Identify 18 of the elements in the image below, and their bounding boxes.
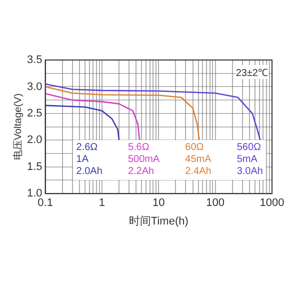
series-label: 560Ω 5mA 3.0Ah bbox=[236, 142, 263, 178]
x-tick-label: 100 bbox=[206, 197, 225, 210]
x-tick-label: 1000 bbox=[260, 197, 284, 210]
x-tick-label: 0.1 bbox=[38, 197, 53, 210]
y-tick-label: 1.5 bbox=[26, 160, 42, 173]
x-tick-label: 10 bbox=[152, 197, 165, 210]
annotation: 23±2℃ bbox=[236, 65, 268, 79]
y-axis-title: 电压Voltage(V) bbox=[12, 93, 24, 160]
series-label: 5.6Ω 500mA 2.2Ah bbox=[128, 142, 160, 178]
y-tick-label: 2.5 bbox=[26, 107, 42, 120]
y-tick-label: 3.0 bbox=[26, 80, 42, 93]
x-tick-label: 1 bbox=[98, 197, 106, 210]
x-axis-title: 时间Time(h) bbox=[128, 214, 188, 228]
series-label: 2.6Ω 1A 2.0Ah bbox=[76, 142, 102, 178]
series-label: 60Ω 45mA 2.4Ah bbox=[185, 142, 212, 178]
y-tick-label: 3.5 bbox=[26, 54, 42, 66]
y-tick-label: 2.0 bbox=[26, 134, 42, 146]
y-tick-label: 1.0 bbox=[26, 188, 42, 200]
